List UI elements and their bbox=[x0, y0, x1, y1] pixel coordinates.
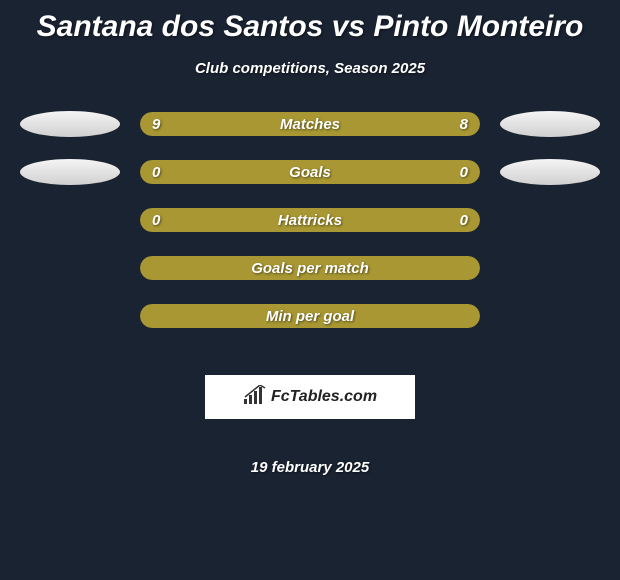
stat-label: Goals bbox=[289, 164, 331, 181]
logo-text: FcTables.com bbox=[271, 388, 377, 406]
stat-value-left: 0 bbox=[152, 164, 160, 181]
stat-bar: Goals per match bbox=[140, 256, 480, 280]
comparison-subtitle: Club competitions, Season 2025 bbox=[0, 60, 620, 77]
stat-label: Matches bbox=[280, 116, 340, 133]
stat-label: Hattricks bbox=[278, 212, 342, 229]
stat-row: 0 Hattricks 0 bbox=[0, 207, 620, 233]
stat-value-left: 9 bbox=[152, 116, 160, 133]
stat-row: 0 Goals 0 bbox=[0, 159, 620, 185]
stat-bar: 0 Hattricks 0 bbox=[140, 208, 480, 232]
comparison-title: Santana dos Santos vs Pinto Monteiro bbox=[0, 0, 620, 44]
stat-value-right: 0 bbox=[460, 164, 468, 181]
site-logo: FcTables.com bbox=[205, 375, 415, 419]
bar-segment-right bbox=[320, 112, 480, 136]
player-badge-right bbox=[500, 159, 600, 185]
stats-container: 9 Matches 8 0 Goals 0 0 Hattricks 0 Goals per mat… bbox=[0, 111, 620, 476]
player-badge-left bbox=[20, 111, 120, 137]
stat-row: Min per goal bbox=[0, 303, 620, 329]
chart-icon bbox=[243, 385, 267, 410]
stat-bar: 9 Matches 8 bbox=[140, 112, 480, 136]
date-text: 19 february 2025 bbox=[251, 459, 369, 476]
stat-value-right: 8 bbox=[460, 116, 468, 133]
player-badge-left bbox=[20, 159, 120, 185]
stat-label: Min per goal bbox=[266, 308, 354, 325]
stat-row: Goals per match bbox=[0, 255, 620, 281]
stat-label: Goals per match bbox=[251, 260, 369, 277]
stat-row: 9 Matches 8 bbox=[0, 111, 620, 137]
stat-bar: 0 Goals 0 bbox=[140, 160, 480, 184]
bar-segment-left bbox=[140, 160, 310, 184]
stat-bar: Min per goal bbox=[140, 304, 480, 328]
player-badge-right bbox=[500, 111, 600, 137]
stat-value-left: 0 bbox=[152, 212, 160, 229]
bar-segment-right bbox=[310, 160, 480, 184]
stat-value-right: 0 bbox=[460, 212, 468, 229]
